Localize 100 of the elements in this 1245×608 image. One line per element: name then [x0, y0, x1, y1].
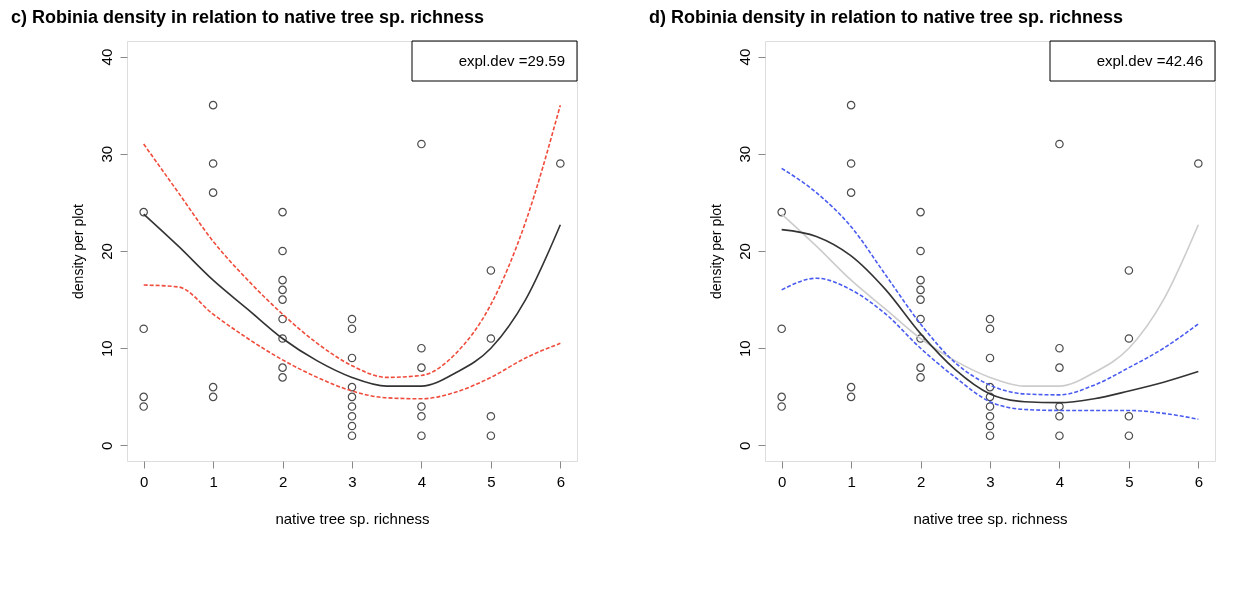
line-series — [780, 167, 1200, 396]
point — [486, 411, 496, 421]
point — [208, 392, 218, 402]
point — [1055, 343, 1064, 353]
point — [417, 139, 426, 149]
point — [347, 402, 357, 411]
point — [1124, 411, 1134, 421]
point — [347, 392, 357, 402]
point — [985, 382, 995, 392]
x-tick-label: 4 — [417, 472, 427, 490]
x-tick-label: 6 — [1194, 472, 1204, 490]
point — [278, 334, 287, 343]
point — [916, 285, 925, 295]
point — [417, 431, 426, 441]
line-series — [142, 213, 562, 387]
point — [777, 324, 786, 334]
point — [347, 353, 357, 363]
line-series — [142, 104, 562, 379]
point — [347, 324, 357, 334]
point — [139, 392, 148, 402]
x-tick-label: 6 — [556, 472, 566, 490]
point — [846, 188, 856, 197]
point — [208, 382, 218, 392]
annotation: expl.dev =29.59 — [458, 52, 565, 69]
line-series — [780, 277, 1200, 420]
point — [1055, 411, 1064, 421]
point — [985, 431, 995, 441]
x-axis-title: native tree sp. richness — [913, 509, 1068, 527]
point — [347, 314, 357, 324]
x-tick-label: 3 — [348, 472, 357, 490]
point — [916, 275, 925, 285]
point — [347, 421, 357, 431]
x-tick-label: 2 — [278, 472, 288, 490]
y-tick-label: 40 — [735, 48, 753, 66]
point — [916, 363, 925, 372]
chart-title: c) Robinia density in relation to native tree sp. richness — [11, 6, 485, 27]
point — [347, 382, 357, 392]
point — [139, 402, 148, 411]
y-tick-label: 30 — [735, 145, 753, 163]
point — [417, 363, 426, 372]
point — [1055, 431, 1064, 441]
point — [278, 207, 287, 217]
point — [846, 100, 856, 110]
point — [846, 159, 856, 168]
x-tick-label: 1 — [847, 472, 856, 490]
point — [1055, 139, 1064, 149]
point — [347, 411, 357, 421]
point — [916, 207, 925, 217]
point — [556, 159, 565, 168]
y-axis-title: density per plot — [707, 203, 724, 299]
point — [208, 188, 218, 197]
point — [985, 402, 995, 411]
x-tick-label: 1 — [209, 472, 218, 490]
x-tick-label: 4 — [1055, 472, 1065, 490]
point — [486, 431, 496, 441]
y-tick-label: 20 — [735, 243, 753, 260]
point — [985, 314, 995, 324]
point — [985, 421, 995, 431]
point — [916, 314, 925, 324]
line-series — [780, 213, 1200, 387]
y-tick-label: 30 — [97, 145, 115, 163]
point — [985, 411, 995, 421]
point — [139, 324, 148, 334]
x-axis-title: native tree sp. richness — [275, 509, 430, 527]
point — [916, 373, 925, 382]
point — [417, 402, 426, 411]
point — [985, 392, 995, 402]
x-tick-label: 2 — [916, 472, 926, 490]
annotation: expl.dev =42.46 — [1096, 52, 1203, 69]
point — [278, 363, 287, 372]
point — [347, 431, 357, 441]
y-tick-label: 0 — [735, 441, 753, 451]
point — [278, 314, 287, 324]
point — [777, 402, 786, 411]
point — [278, 275, 287, 285]
point — [916, 246, 925, 256]
y-tick-label: 10 — [735, 340, 753, 358]
point — [1124, 266, 1134, 275]
point — [777, 207, 786, 217]
x-tick-label: 3 — [986, 472, 995, 490]
y-axis-title: density per plot — [69, 203, 86, 299]
point — [278, 295, 287, 304]
point — [985, 324, 995, 334]
point — [278, 285, 287, 295]
point — [486, 334, 496, 343]
line-series — [780, 228, 1200, 404]
line-series — [142, 284, 562, 400]
point — [1055, 402, 1064, 411]
x-tick-label: 0 — [777, 472, 787, 490]
chart-title: d) Robinia density in relation to native tree sp. richness — [649, 6, 1124, 27]
y-tick-label: 20 — [97, 243, 115, 260]
x-tick-label: 5 — [487, 472, 496, 490]
y-tick-label: 0 — [97, 441, 115, 451]
point — [1055, 363, 1064, 372]
point — [139, 207, 148, 217]
point — [846, 382, 856, 392]
y-tick-label: 40 — [97, 48, 115, 66]
x-tick-label: 5 — [1125, 472, 1134, 490]
point — [208, 159, 218, 168]
point — [208, 100, 218, 110]
